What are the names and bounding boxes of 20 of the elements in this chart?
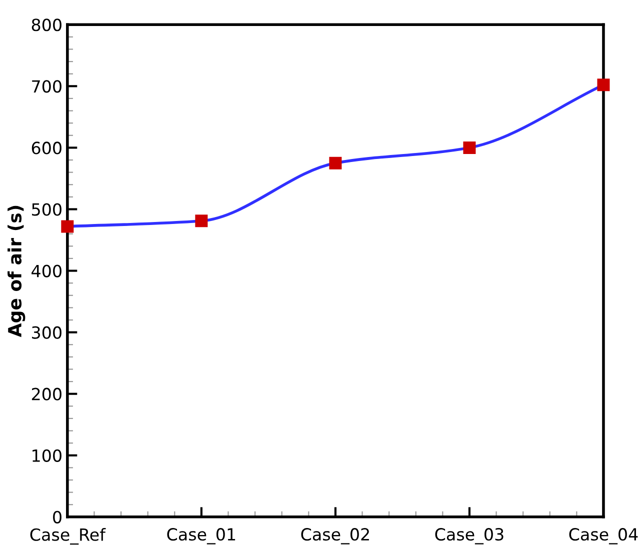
y-tick-label: 500 (32, 203, 62, 216)
y-tick-label: 400 (32, 264, 62, 278)
x-tick-label: Case_Ref (30, 528, 106, 545)
y-tick-label: 600 (32, 142, 62, 154)
x-tick-label: Case_01 (167, 528, 236, 544)
y-tick-label: 200 (32, 388, 62, 400)
y-tick-label: 300 (32, 326, 62, 339)
point (463, 141, 476, 154)
point (597, 78, 610, 92)
point (61, 220, 74, 233)
y-axis-title: Age of air (s) (8, 206, 26, 338)
point (329, 156, 342, 170)
y-tick-label: 0 (53, 510, 62, 524)
point (195, 214, 208, 228)
y-tick-label: 700 (32, 80, 62, 93)
y-tick-label: 100 (32, 449, 62, 462)
x-tick-label: Case_02 (301, 528, 369, 544)
x-tick-label: Case_03 (435, 528, 504, 544)
x-tick-label: Case_04 (569, 528, 638, 544)
y-tick-label: 800 (32, 18, 62, 32)
